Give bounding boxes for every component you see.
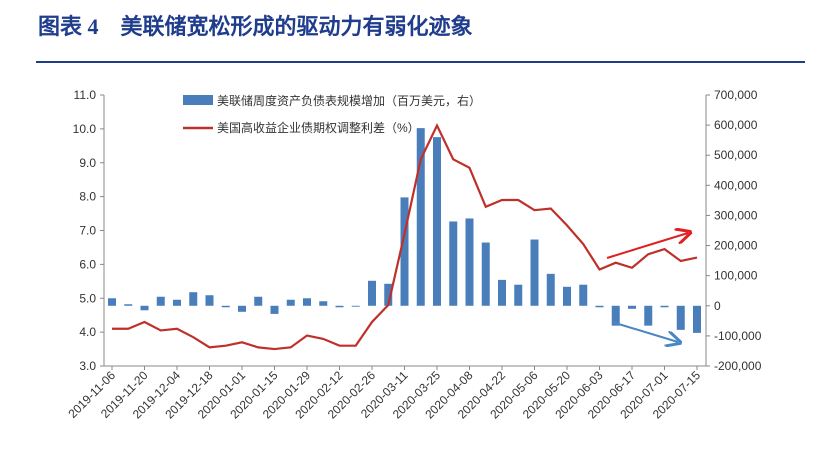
- bar: [108, 298, 116, 306]
- y-tick-label: 6.0: [79, 257, 96, 271]
- y-tick-label: 7.0: [79, 224, 96, 238]
- y2-tick-label: 500,000: [714, 148, 758, 162]
- y-tick-label: 10.0: [73, 122, 97, 136]
- bar: [124, 304, 133, 306]
- bar: [498, 279, 506, 306]
- bar: [611, 305, 620, 326]
- bar: [254, 296, 263, 306]
- bar: [660, 305, 669, 308]
- bar: [221, 305, 230, 308]
- bar: [189, 292, 198, 306]
- bar: [286, 299, 295, 306]
- bar: [368, 280, 376, 306]
- bar: [384, 283, 393, 306]
- plot: 3.0 4.0 5.0 6.0 7.0 8.0 9.0 10.0 11.0 -200,000 -10…: [65, 88, 761, 422]
- y2-tick-label: 600,000: [714, 118, 758, 132]
- y2-tick-label: 0: [714, 299, 721, 313]
- y-tick-label: 4.0: [79, 325, 96, 339]
- bar: [433, 137, 441, 306]
- bar: [449, 221, 458, 306]
- bar: [319, 301, 328, 306]
- bar: [530, 239, 539, 306]
- bar: [579, 284, 588, 306]
- y-tick-label: 9.0: [79, 156, 96, 170]
- y2-tick-label: 100,000: [714, 269, 758, 283]
- bar: [270, 305, 279, 314]
- y-tick-label: 11.0: [74, 88, 97, 102]
- bar: [156, 296, 165, 306]
- y2-tick-label: -200,000: [714, 359, 762, 373]
- y-tick-label: 5.0: [79, 291, 96, 305]
- bar: [303, 298, 311, 306]
- y-tick-label: 8.0: [79, 190, 96, 204]
- bar: [205, 295, 214, 306]
- up-arrow: [606, 233, 688, 259]
- bar: [676, 305, 685, 330]
- y2-tick-label: 700,000: [714, 88, 758, 102]
- bar: [465, 218, 474, 306]
- bar: [173, 299, 181, 306]
- bar: [481, 242, 490, 306]
- legend-label: 美国高收益企业债期权调整利差（%）: [217, 120, 420, 135]
- bar: [140, 305, 149, 311]
- bar: [628, 305, 636, 309]
- bar: [416, 128, 425, 306]
- bar: [644, 305, 653, 326]
- y2-tick-label: -100,000: [714, 329, 762, 343]
- chart-title: 图表 4 美联储宽松形成的驱动力有弱化迹象: [38, 14, 473, 39]
- y2-tick-label: 300,000: [714, 208, 758, 222]
- bar: [514, 284, 523, 306]
- bar: [546, 273, 555, 306]
- y2-tick-label: 200,000: [714, 239, 758, 253]
- bar: [563, 286, 571, 306]
- bar: [400, 197, 409, 306]
- legend-swatch: [183, 95, 213, 105]
- down-arrow: [611, 321, 678, 342]
- bar: [335, 305, 344, 308]
- bar: [595, 305, 604, 308]
- bar: [238, 305, 246, 312]
- line: [112, 122, 698, 351]
- y-tick-label: 3.0: [79, 359, 96, 373]
- bar: [693, 305, 701, 333]
- y2-tick-label: 400,000: [714, 178, 758, 192]
- bar: [351, 305, 360, 307]
- legend-label: 美联储周度资产负债表规模增加（百万美元，右）: [217, 93, 481, 108]
